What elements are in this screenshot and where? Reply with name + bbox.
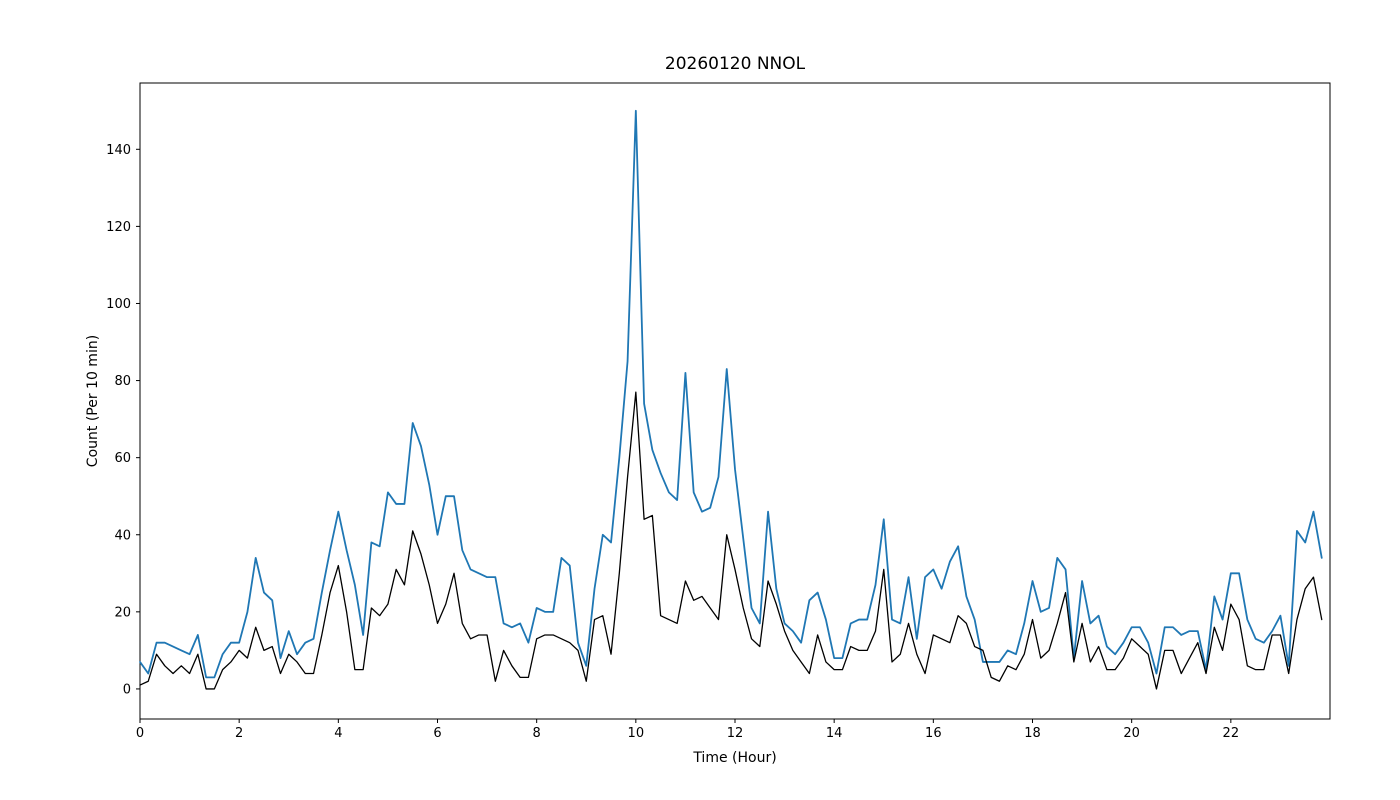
chart-dynamic-layer: 0 2 4 6 8 10 12 14 16 18 20 22 0 20 40 60 80 100 120 140 [106, 109, 1323, 741]
y-tick-label: 140 [106, 143, 131, 158]
x-tick-label: 6 [433, 726, 441, 741]
y-tick-label: 0 [123, 682, 131, 697]
x-tick-label: 20 [1123, 726, 1140, 741]
y-tick-label: 80 [114, 374, 131, 389]
series-line-black-series [139, 391, 1323, 690]
x-tick-label: 18 [1024, 726, 1041, 741]
chart-title: 20260120 NNOL [665, 54, 806, 74]
y-tick-label: 40 [114, 528, 131, 543]
x-tick-label: 22 [1223, 726, 1240, 741]
x-tick-label: 16 [925, 726, 942, 741]
y-tick-label: 120 [106, 220, 131, 235]
x-tick-label: 2 [235, 726, 243, 741]
x-tick-label: 12 [727, 726, 744, 741]
x-tick-label: 10 [628, 726, 645, 741]
y-axis-label: Count (Per 10 min) [85, 335, 101, 467]
y-tick-label: 60 [114, 451, 131, 466]
y-tick-label: 100 [106, 297, 131, 312]
series-line-blue-series [139, 109, 1323, 679]
x-tick-label: 14 [826, 726, 843, 741]
x-tick-label: 4 [334, 726, 342, 741]
plot-border [139, 82, 1331, 720]
x-axis-label: Time (Hour) [692, 750, 776, 766]
y-tick-label: 20 [114, 605, 131, 620]
x-tick-label: 8 [533, 726, 541, 741]
x-tick-label: 0 [136, 726, 144, 741]
